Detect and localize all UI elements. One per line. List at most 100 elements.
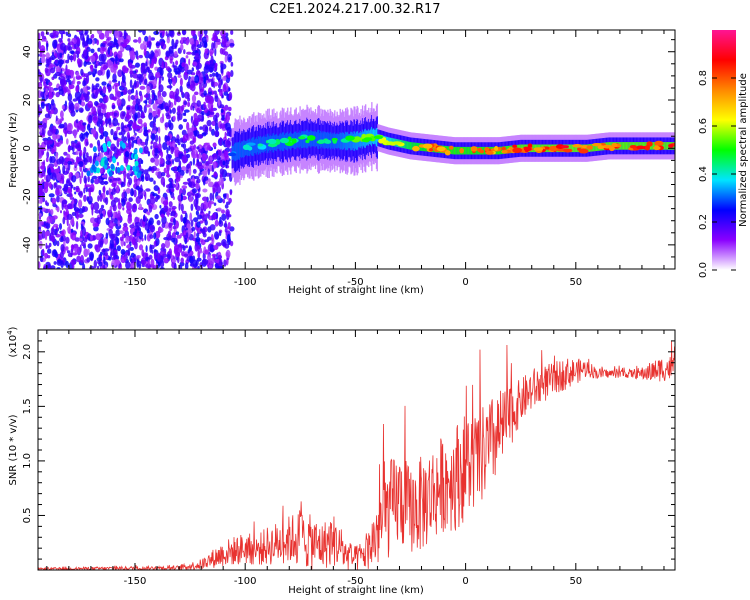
spectrogram-noise-mark [138,244,144,251]
spectrogram-trace-core [451,146,453,155]
spectrogram-noise-mark [145,104,151,108]
spectrogram-trace-peak [512,144,518,148]
spectrogram-noise-mark [149,177,154,182]
spectrogram-noise-mark [102,85,107,95]
spectrogram-noise-mark [138,54,143,59]
spectrogram-trace-core [624,142,626,150]
spectrogram-noise-mark [86,257,91,263]
spectrogram-trace-core [235,142,237,161]
spectrogram-noise-mark [73,133,77,139]
spectrogram-noise-mark [41,170,46,177]
snr-x-tick-label: -150 [124,576,147,587]
spectrogram-noise-mark [191,94,197,103]
spectrogram-noise-mark [172,115,176,122]
spectrogram-noise-mark [202,200,209,210]
spectrogram-noise-mark [68,100,74,109]
spectrogram-noise-mark [95,244,101,253]
spectrogram-noise-mark [71,175,77,183]
spectrogram-noise-mark [110,247,115,256]
spectrogram-noise-mark [164,122,170,128]
spectrogram-noise-mark [193,118,199,127]
spectrogram-noise-mark [76,57,81,65]
spectrogram-y-tick-label: -20 [22,188,33,204]
spectrogram-noise-mark [123,177,126,185]
spectrogram-noise-mark [172,158,174,165]
spectrogram-noise-mark [208,181,214,188]
spectrogram-noise-mark [112,223,117,227]
spectrogram-noise-mark [174,243,179,252]
spectrogram-noise-mark [138,147,143,154]
spectrogram-noise-mark [39,124,44,128]
spectrogram-noise-mark [125,158,128,168]
spectrogram-noise-mark [215,258,220,264]
spectrogram-noise-mark [121,198,125,207]
spectrogram-noise-mark [71,212,76,216]
spectrogram-noise-mark [173,262,177,269]
spectrogram-noise-mark [80,136,84,142]
spectrogram-noise-mark [167,230,172,236]
spectrogram-trace-peak [485,150,494,155]
spectrogram-noise-mark [210,55,214,65]
spectrogram-noise-mark [125,261,131,269]
spectrogram-noise-mark [78,146,82,152]
spectrogram-trace-core [336,132,338,150]
spectrogram-trace-peak [636,145,645,150]
spectrogram-noise-mark [107,42,113,47]
spectrogram-trace-core [252,137,254,156]
spectrogram-noise-mark [195,236,201,243]
spectrogram-noise-mark [55,142,61,147]
spectrogram-noise-mark [229,226,235,232]
spectrogram-noise-mark [179,169,185,177]
spectrogram-noise-mark [220,78,223,86]
spectrogram-noise-mark [101,192,106,200]
spectrogram-noise-mark [56,259,63,266]
spectrogram-trace-core [388,137,391,146]
spectrogram-trace-core [651,142,653,150]
spectrogram-noise-mark [153,251,157,260]
spectrogram-noise-mark [150,157,156,163]
spectrogram-trace-peak [363,137,373,141]
spectrogram-noise-mark [160,151,164,158]
spectrogram-trace-core [664,142,666,150]
spectrogram-trace-core [532,144,534,153]
spectrogram-noise-mark [56,240,60,247]
spectrogram-noise-mark [173,65,178,71]
spectrogram-noise-mark [163,167,167,174]
spectrogram-noise-mark [202,178,206,186]
spectrogram-noise-mark [139,85,146,90]
spectrogram-noise-mark [113,82,120,87]
spectrogram-noise-mark [152,103,158,110]
spectrogram-noise-mark [227,214,232,218]
spectrogram-trace-core [584,144,587,153]
spectrogram-noise-mark [97,143,101,153]
spectrogram-noise-mark [93,259,98,269]
spectrogram-noise-mark [110,195,114,200]
spectrogram-noise-mark [181,185,188,190]
spectrogram-noise-mark [203,169,208,178]
spectrogram-noise-mark [182,134,189,142]
spectrogram-noise-mark [103,95,109,103]
spectrogram-noise-mark [147,151,151,157]
spectrogram-noise-mark [107,59,114,69]
spectrogram-trace-peak [436,146,446,152]
spectrogram-x-tick-label: 0 [462,277,468,288]
spectrogram-trace-core [298,132,300,148]
spectrogram-noise-mark [213,161,217,169]
spectrogram-trace-core [239,140,241,161]
spectrogram-noise-mark [108,119,112,126]
spectrogram-noise-mark [61,230,64,237]
spectrogram-noise-mark [94,209,101,214]
spectrogram-noise-mark [197,214,203,220]
spectrogram-noise-mark [78,99,82,105]
spectrogram-noise-mark [138,203,142,210]
spectrogram-noise-mark [214,95,219,102]
spectrogram-noise-mark [72,98,78,102]
spectrogram-noise-mark [110,243,114,249]
spectrogram-noise-mark [200,110,205,116]
spectrogram-noise-mark [192,106,195,111]
spectrogram-noise-mark [46,245,50,249]
spectrogram-noise-mark [196,178,201,184]
spectrogram-noise-mark [121,142,126,149]
spectrogram-noise-mark [74,237,80,242]
spectrogram-noise-mark [173,217,176,226]
